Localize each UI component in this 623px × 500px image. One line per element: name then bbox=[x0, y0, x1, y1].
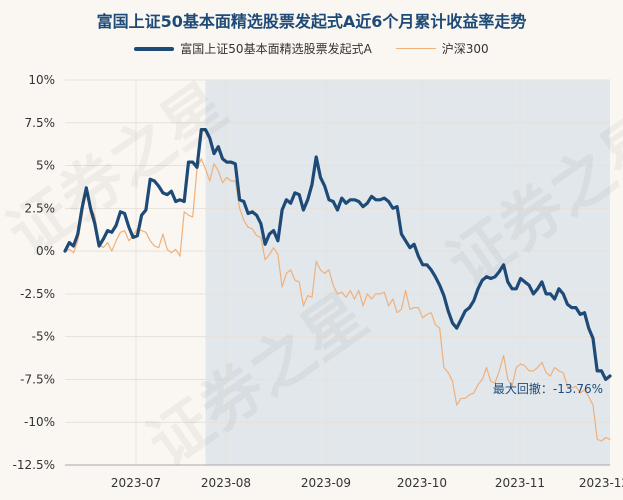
y-tick-label: -7.5% bbox=[20, 372, 55, 386]
series-line-fund bbox=[63, 128, 612, 381]
max-drawdown-annotation: 最大回撤：-13.76% bbox=[493, 381, 603, 396]
x-tick-label: 2023-10 bbox=[397, 476, 447, 490]
legend-label-fund: 富国上证50基本面精选股票发起式A bbox=[180, 42, 372, 56]
legend-label-index: 沪深300 bbox=[441, 42, 489, 56]
y-tick-label: -2.5% bbox=[20, 287, 55, 301]
series-line-index bbox=[64, 158, 611, 442]
legend-swatch-fund bbox=[134, 46, 175, 51]
y-tick-label: 10% bbox=[28, 73, 55, 87]
legend: 富国上证50基本面精选股票发起式A 沪深300 bbox=[0, 40, 623, 57]
y-tick-label: -12.5% bbox=[13, 458, 55, 472]
legend-swatch-index bbox=[395, 48, 436, 49]
drawdown-region bbox=[205, 80, 610, 465]
legend-item-index[interactable]: 沪深300 bbox=[395, 40, 489, 57]
legend-item-fund[interactable]: 富国上证50基本面精选股票发起式A bbox=[134, 40, 372, 57]
x-tick-label: 2023-12 bbox=[579, 476, 623, 490]
x-tick-label: 2023-07 bbox=[111, 476, 161, 490]
y-tick-label: 2.5% bbox=[25, 201, 56, 215]
y-tick-label: 7.5% bbox=[25, 116, 56, 130]
x-tick-label: 2023-09 bbox=[301, 476, 351, 490]
chart-title: 富国上证50基本面精选股票发起式A近6个月累计收益率走势 bbox=[96, 12, 527, 31]
y-tick-label: 5% bbox=[36, 159, 55, 173]
y-tick-label: 0% bbox=[36, 244, 55, 258]
y-tick-label: -5% bbox=[32, 330, 55, 344]
x-tick-label: 2023-11 bbox=[495, 476, 545, 490]
x-tick-label: 2023-08 bbox=[201, 476, 251, 490]
y-tick-label: -10% bbox=[24, 415, 55, 429]
